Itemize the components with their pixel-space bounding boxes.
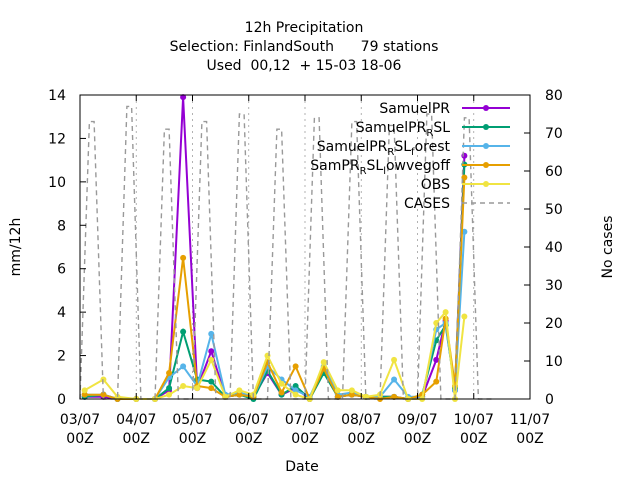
x-tick-label: 09/07 <box>397 412 437 428</box>
data-point <box>180 94 187 101</box>
x-tick-label: 00Z <box>404 431 431 447</box>
data-point <box>180 363 187 370</box>
y2-tick-label: 0 <box>545 392 554 408</box>
data-point <box>208 330 215 337</box>
data-point <box>442 309 449 316</box>
y-tick-label: 12 <box>48 131 66 147</box>
y2-axis-label: No cases <box>600 216 616 279</box>
x-tick-label: 11/07 <box>510 412 550 428</box>
data-point <box>166 369 173 376</box>
data-point <box>208 385 215 392</box>
legend-swatch-marker <box>483 105 489 111</box>
data-point <box>208 356 215 363</box>
data-point <box>391 356 398 363</box>
y2-tick-label: 30 <box>545 278 563 294</box>
axes: 03/07 00Z 04/07 00Z 05/07 00Z 06/07 00Z 07/07 00Z… <box>48 88 563 447</box>
legend: SamuelPR SamuelPRRSLSamuelPRRSLforestSamP… <box>310 101 510 212</box>
data-point <box>334 387 341 394</box>
legend-label: SamuelPRRSL <box>356 120 450 139</box>
y2-tick-label: 40 <box>545 240 563 256</box>
data-point <box>461 313 468 320</box>
data-point <box>278 380 285 387</box>
data-point <box>180 328 187 335</box>
legend-swatch-marker <box>483 124 489 130</box>
data-point <box>433 356 440 363</box>
data-point <box>391 376 398 383</box>
y2-tick-label: 10 <box>545 354 563 370</box>
data-point <box>461 152 468 159</box>
x-tick-label: 00Z <box>291 431 318 447</box>
y-tick-label: 4 <box>57 305 66 321</box>
x-tick-label: 06/07 <box>229 412 269 428</box>
data-point <box>320 359 327 366</box>
data-point <box>100 391 107 398</box>
data-point <box>208 348 215 355</box>
data-point <box>81 387 88 394</box>
x-tick-label: 00Z <box>460 431 487 447</box>
y-tick-label: 14 <box>48 88 66 104</box>
x-tick-label: 00Z <box>66 431 93 447</box>
y2-tick-label: 70 <box>545 126 563 142</box>
x-tick-label: 07/07 <box>285 412 325 428</box>
legend-label: SamPRRSLlowvegoff <box>310 158 450 177</box>
series-layer <box>79 94 493 402</box>
y2-tick-label: 80 <box>545 88 563 104</box>
data-point <box>208 378 215 385</box>
x-tick-label: 00Z <box>516 431 543 447</box>
legend-label: CASES <box>404 196 450 212</box>
series-line-3 <box>84 177 466 402</box>
data-point <box>292 382 299 389</box>
data-point <box>292 391 299 398</box>
data-point <box>433 378 440 385</box>
x-tick-label: 00Z <box>235 431 262 447</box>
data-point <box>180 382 187 389</box>
x-tick-label: 00Z <box>123 431 150 447</box>
chart-title-line: 12h Precipitation <box>245 20 364 36</box>
y2-tick-label: 50 <box>545 202 563 218</box>
legend-label: OBS <box>421 177 450 193</box>
y-tick-label: 8 <box>57 218 66 234</box>
data-point <box>292 387 299 394</box>
chart-titles: 12h Precipitation Selection: FinlandSouth… <box>170 20 439 74</box>
series-line-4 <box>84 309 466 401</box>
data-point <box>180 254 187 261</box>
data-point <box>194 385 201 392</box>
data-point <box>236 387 243 394</box>
x-tick-label: 03/07 <box>60 412 100 428</box>
data-point <box>236 391 243 398</box>
data-point <box>166 391 173 398</box>
legend-swatch-marker <box>483 143 489 149</box>
y2-tick-label: 20 <box>545 316 563 332</box>
data-point <box>348 387 355 394</box>
x-tick-label: 05/07 <box>172 412 212 428</box>
data-point <box>81 391 88 398</box>
series-line-2 <box>84 231 466 400</box>
y-tick-label: 10 <box>48 175 66 191</box>
x-tick-label: 00Z <box>348 431 375 447</box>
chart-title-line: Used 00,12 + 15-03 18-06 <box>207 58 402 74</box>
x-tick-label: 08/07 <box>341 412 381 428</box>
y2-tick-label: 60 <box>545 164 563 180</box>
legend-swatch-marker <box>483 181 489 187</box>
legend-label: SamuelPR <box>379 101 450 117</box>
y-tick-label: 2 <box>57 349 66 365</box>
x-tick-label: 10/07 <box>454 412 494 428</box>
data-point <box>348 391 355 398</box>
x-tick-label: 04/07 <box>116 412 156 428</box>
y-tick-label: 6 <box>57 262 66 278</box>
data-point <box>278 389 285 396</box>
legend-label: SamuelPRRSLforest <box>317 139 451 158</box>
x-axis-label: Date <box>285 459 318 475</box>
data-point <box>292 363 299 370</box>
x-tick-label: 00Z <box>179 431 206 447</box>
legend-swatch-marker <box>483 162 489 168</box>
y-tick-label: 0 <box>57 392 66 408</box>
y-axis-label: mm/12h <box>8 218 24 277</box>
data-point <box>391 393 398 400</box>
data-point <box>433 320 440 326</box>
data-point <box>166 385 173 392</box>
chart-title-line: Selection: FinlandSouth 79 stations <box>170 39 439 55</box>
